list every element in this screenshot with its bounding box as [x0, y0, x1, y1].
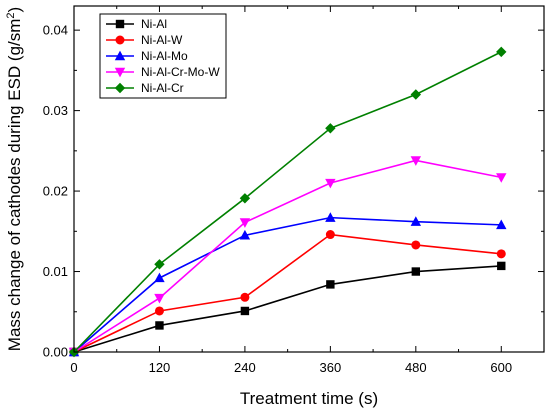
data-point-ni-al-mo: [410, 216, 422, 226]
data-point-ni-al-cr-mo-w: [410, 156, 422, 166]
y-axis-title-suffix: ): [5, 7, 24, 13]
x-axis-title: Treatment time (s): [240, 389, 378, 408]
data-point-ni-al-w: [325, 230, 335, 240]
data-point-ni-al-cr: [239, 193, 251, 204]
data-point-ni-al: [155, 321, 164, 330]
series-line-ni-al-mo: [73, 216, 502, 353]
data-point-ni-al-cr-mo-w: [325, 178, 336, 189]
data-point-ni-al-mo: [325, 212, 336, 222]
series-line-ni-al: [73, 265, 502, 353]
legend-marker-ni-al-cr: [114, 82, 126, 94]
data-point-ni-al-cr: [410, 89, 422, 100]
data-point-ni-al: [411, 267, 421, 276]
series-line-ni-al-w: [73, 233, 502, 353]
data-point-ni-al-mo: [239, 229, 251, 240]
y-axis-title-superscript: 2: [5, 12, 17, 18]
x-tick-label: 480: [405, 360, 427, 375]
y-tick-label: 0.03: [43, 103, 68, 118]
data-point-ni-al-cr: [154, 259, 165, 270]
plot-frame: [73, 5, 545, 353]
data-point-ni-al-w: [496, 249, 506, 259]
axes: 0 120 240 360 480 600 0.00 0.01 0.02 0.03 0.04: [43, 5, 545, 375]
legend-label-ni-al-cr-mo-w: Ni-Al-Cr-Mo-W: [141, 65, 220, 79]
x-tick-label: 240: [234, 360, 256, 375]
x-tick-label: 120: [149, 360, 171, 375]
data-point-ni-al-cr-mo-w: [239, 218, 251, 228]
data-point-ni-al: [240, 306, 250, 316]
series-line-ni-al-cr-mo-w: [73, 159, 502, 353]
legend-marker-ni-al-w: [115, 35, 125, 45]
series-ni-al-cr: [68, 46, 507, 358]
series-ni-al: [69, 261, 506, 357]
series-line-ni-al-cr: [73, 51, 502, 353]
legend-label-ni-al-cr: Ni-Al-Cr: [141, 81, 184, 95]
legend-marker-ni-al-mo: [114, 50, 126, 61]
legend: Ni-Al Ni-Al-W Ni-Al-Mo Ni-Al-Cr-Mo-W Ni-Al-C…: [99, 13, 227, 99]
y-tick-label: 0.02: [43, 184, 68, 199]
y-axis-title: Mass change of cathodes during ESD (g/sm…: [5, 7, 24, 351]
data-point-ni-al: [497, 261, 506, 271]
data-point-ni-al-cr-mo-w: [496, 173, 507, 183]
data-point-ni-al-w: [154, 306, 164, 316]
legend-marker-ni-al-cr-mo-w: [114, 67, 126, 78]
legend-marker-ni-al: [115, 19, 125, 29]
x-tick-label: 0: [70, 360, 77, 375]
legend-label-ni-al-w: Ni-Al-W: [141, 33, 183, 47]
x-tick-label: 600: [490, 360, 512, 375]
y-tick-label: 0.00: [43, 345, 68, 360]
y-axis-title-main: Mass change of cathodes during ESD (g/sm: [5, 19, 24, 352]
legend-label-ni-al-mo: Ni-Al-Mo: [141, 49, 188, 63]
y-tick-label: 0.04: [43, 23, 68, 38]
data-point-ni-al-w: [411, 240, 421, 250]
series-ni-al-w: [69, 230, 506, 357]
data-point-ni-al-cr: [325, 123, 336, 134]
data-point-ni-al-mo: [154, 272, 165, 283]
y-tick-label: 0.01: [43, 264, 68, 279]
series-ni-al-cr-mo-w: [68, 156, 507, 358]
plot-area: [68, 46, 507, 358]
legend-label-ni-al: Ni-Al: [141, 17, 167, 31]
data-point-ni-al-w: [240, 292, 250, 302]
data-point-ni-al-mo: [496, 219, 507, 230]
data-point-ni-al: [326, 280, 335, 289]
data-point-ni-al-cr-mo-w: [154, 293, 165, 304]
series-ni-al-mo: [68, 212, 507, 357]
x-tick-label: 360: [320, 360, 342, 375]
data-point-ni-al-cr: [496, 46, 507, 58]
